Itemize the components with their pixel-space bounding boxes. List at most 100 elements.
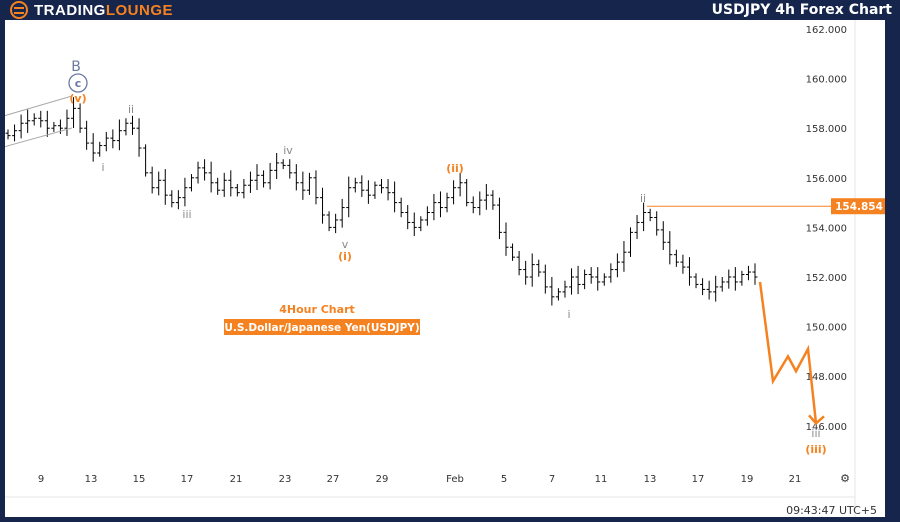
ohlc-bar [667, 231, 673, 265]
ohlc-bar [464, 179, 470, 207]
ohlc-bar [38, 110, 44, 128]
projection-path [758, 281, 818, 424]
ohlc-bar [431, 193, 437, 221]
ohlc-bar [575, 265, 581, 295]
price-level-label: 154.854 [835, 201, 883, 213]
ohlc-bar [254, 164, 260, 190]
ohlc-bar [25, 109, 31, 133]
ohlc-bar [326, 211, 332, 232]
ohlc-bar [732, 267, 738, 291]
ohlc-bar [130, 115, 135, 135]
ohlc-bar [673, 249, 679, 267]
annotation-subtitle: 4Hour Chart [279, 303, 355, 316]
ohlc-bar [686, 257, 692, 286]
ohlc-bar [77, 103, 83, 133]
ohlc-bar [398, 197, 404, 218]
ohlc-bar [162, 169, 168, 205]
wave-label-iii-1: iii [182, 208, 191, 221]
ohlc-bar [424, 206, 430, 226]
wave-label-v: v [342, 238, 349, 251]
ohlc-bar [621, 241, 627, 272]
x-tick-label: 21 [789, 474, 802, 485]
ohlc-bar [660, 221, 666, 250]
ohlc-bar [451, 180, 457, 205]
logo: TRADINGLOUNGE [10, 1, 173, 19]
gear-icon[interactable]: ⚙ [840, 472, 850, 485]
ohlc-bar [437, 191, 443, 218]
ohlc-bar [18, 114, 24, 139]
y-tick-label: 160.000 [806, 75, 847, 86]
ohlc-bar [293, 164, 299, 191]
x-tick-label: 5 [501, 474, 507, 485]
x-tick-label: 13 [85, 474, 98, 485]
ohlc-bar [287, 159, 293, 179]
ohlc-bar [470, 196, 476, 214]
ohlc-bar [339, 198, 345, 228]
ohlc-bar [64, 109, 70, 136]
y-tick-label: 146.000 [806, 422, 847, 433]
ohlc-bar [143, 144, 149, 177]
ohlc-bar [523, 260, 529, 285]
header: TRADINGLOUNGE USDJPY 4h Forex Chart [0, 0, 900, 20]
ohlc-bar [195, 161, 201, 184]
ohlc-bar [234, 184, 240, 197]
instrument-badge [224, 319, 420, 335]
ohlc-bar [496, 197, 502, 240]
wave-label-i-2: i [567, 308, 570, 321]
ohlc-bar [320, 187, 326, 224]
ohlc-bar [241, 179, 247, 199]
ohlc-bar [300, 171, 306, 200]
chart-panel[interactable]: 162.000 160.000 158.000 156.000 154.000 152.0… [5, 20, 885, 517]
ohlc-bar [542, 264, 548, 294]
ohlc-bar [529, 253, 535, 287]
x-tick-label: 13 [644, 474, 657, 485]
wave-label-i-1: i [101, 161, 104, 174]
x-tick-label: 27 [327, 474, 340, 485]
ohlc-bar [510, 243, 516, 261]
ohlc-bar [51, 122, 57, 132]
ohlc-bar [405, 205, 411, 230]
ohlc-bar [215, 177, 221, 195]
ohlc-bar [418, 216, 424, 232]
ohlc-bar [483, 184, 489, 210]
ohlc-bar [103, 131, 109, 152]
ohlc-bar [595, 267, 601, 291]
ohlc-bar [202, 159, 208, 181]
ohlc-bar [71, 97, 77, 128]
wave-label-i-paren: (i) [338, 250, 352, 263]
ohlc-bar [346, 176, 352, 218]
ohlc-bar [634, 215, 640, 240]
wave-label-ii-paren: (ii) [446, 162, 464, 175]
ohlc-bar [188, 174, 194, 192]
ohlc-bar [169, 190, 175, 208]
ohlc-bar [333, 213, 339, 234]
y-tick-label: 152.000 [806, 273, 847, 284]
ohlc-bar [555, 288, 561, 301]
y-tick-label: 156.000 [806, 174, 847, 185]
ohlc-bar [175, 190, 181, 210]
ohlc-bar [569, 268, 575, 295]
x-tick-label: Feb [446, 474, 464, 485]
ohlc-bar [680, 254, 686, 274]
ohlc-bar [274, 153, 280, 180]
ohlc-bar [549, 277, 555, 306]
ohlc-bar [503, 222, 509, 256]
ohlc-bar [588, 267, 594, 284]
ohlc-bar [247, 171, 253, 193]
x-tick-label: 7 [549, 474, 555, 485]
ohlc-bar [116, 119, 122, 151]
ohlc-bar [490, 190, 496, 210]
price-level-badge [831, 198, 885, 215]
ohlc-bar [5, 129, 11, 140]
x-tick-label: 29 [376, 474, 389, 485]
chart-svg[interactable]: 162.000 160.000 158.000 156.000 154.000 152.0… [5, 20, 885, 517]
ohlc-bar [411, 212, 417, 237]
wave-circle [68, 73, 88, 93]
ohlc-bar [31, 113, 37, 126]
wave-label-iii-paren: (iii) [805, 443, 826, 456]
ohlc-bar [641, 202, 647, 232]
ohlc-bar [228, 170, 234, 197]
wedge-upper-line [5, 95, 73, 117]
ohlc-bar [385, 179, 391, 201]
y-tick-label: 162.000 [806, 25, 847, 36]
